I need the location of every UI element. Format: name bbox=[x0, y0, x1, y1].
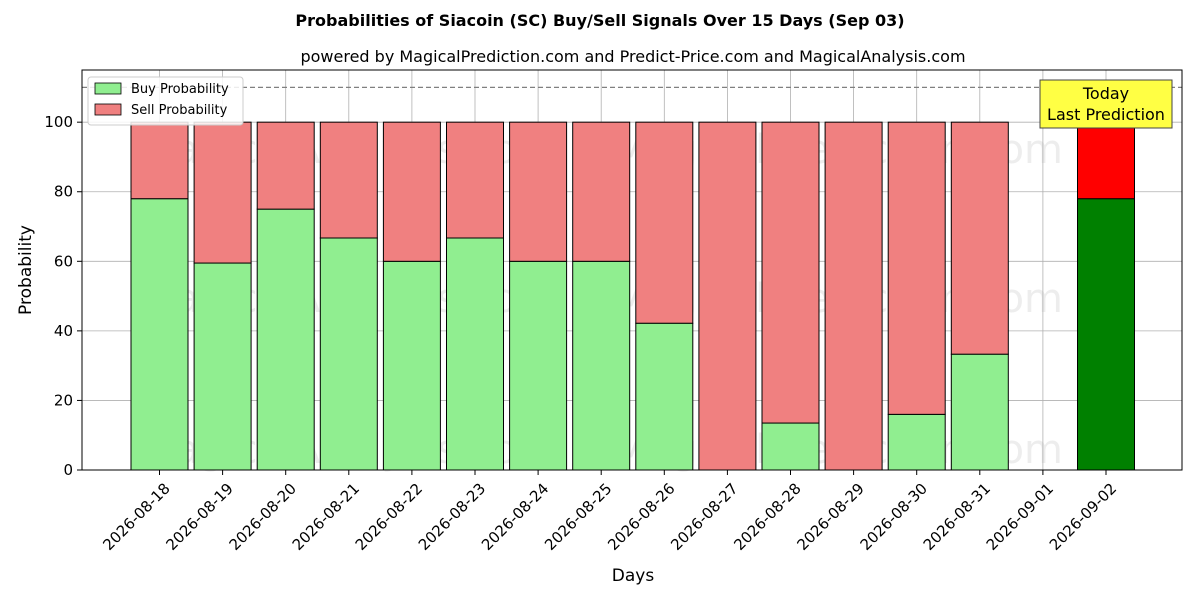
bar-sell-2026-08-29 bbox=[824, 121, 883, 471]
x-tick-label: 2026-08-18 bbox=[99, 480, 173, 554]
bar-buy-2026-08-24 bbox=[509, 260, 568, 471]
bar-sell-2026-08-24 bbox=[509, 121, 568, 262]
y-axis-label: Probability bbox=[16, 225, 36, 315]
y-tick-label: 100 bbox=[44, 113, 73, 131]
bar-buy-2026-09-02 bbox=[1077, 198, 1135, 471]
bar-buy-2026-08-19 bbox=[193, 262, 252, 471]
x-tick-label: 2026-09-02 bbox=[1046, 480, 1120, 554]
bar-buy-2026-08-31 bbox=[950, 353, 1009, 471]
callout-line2: Last Prediction bbox=[1047, 105, 1165, 124]
bar-buy-2026-08-25 bbox=[572, 260, 631, 471]
bar-sell-2026-08-25 bbox=[572, 121, 631, 262]
bar-sell-2026-08-28 bbox=[761, 121, 820, 424]
bar-sell-2026-08-31 bbox=[950, 121, 1009, 355]
chart-subtitle: powered by MagicalPrediction.com and Pre… bbox=[300, 47, 965, 66]
today-callout: Today Last Prediction bbox=[1039, 79, 1173, 129]
bar-buy-2026-08-26 bbox=[635, 322, 694, 471]
bar-buy-2026-08-20 bbox=[256, 208, 315, 471]
legend: Buy Probability Sell Probability bbox=[87, 76, 244, 126]
x-axis-label: Days bbox=[612, 566, 655, 586]
x-tick-label: 2026-08-29 bbox=[793, 480, 867, 554]
y-tick-label: 60 bbox=[54, 252, 73, 270]
x-tick-label: 2026-08-30 bbox=[857, 480, 931, 554]
bar-sell-2026-08-23 bbox=[446, 121, 504, 239]
chart-title: Probabilities of Siacoin (SC) Buy/Sell S… bbox=[295, 11, 904, 30]
y-tick-label: 0 bbox=[63, 461, 73, 479]
bar-sell-2026-08-27 bbox=[698, 121, 757, 471]
x-tick-label: 2026-08-21 bbox=[289, 480, 363, 554]
x-axis: 2026-08-182026-08-192026-08-202026-08-21… bbox=[99, 470, 1120, 554]
x-tick-label: 2026-09-01 bbox=[983, 480, 1057, 554]
bar-sell-2026-08-21 bbox=[319, 121, 378, 239]
bar-sell-2026-08-26 bbox=[635, 121, 694, 324]
y-tick-label: 80 bbox=[54, 183, 73, 201]
bar-buy-2026-08-21 bbox=[319, 237, 378, 471]
bar-sell-2026-08-18 bbox=[130, 121, 189, 200]
x-tick-label: 2026-08-20 bbox=[226, 480, 300, 554]
x-tick-label: 2026-08-19 bbox=[162, 480, 236, 554]
callout-line1: Today bbox=[1082, 84, 1129, 103]
x-tick-label: 2026-08-28 bbox=[730, 480, 804, 554]
bar-buy-2026-08-28 bbox=[761, 422, 820, 471]
x-tick-label: 2026-08-31 bbox=[920, 480, 994, 554]
bar-sell-2026-08-20 bbox=[256, 121, 315, 210]
legend-label-sell: Sell Probability bbox=[131, 103, 228, 118]
y-axis: 0 20 40 60 80 100 bbox=[44, 113, 82, 479]
bar-sell-2026-09-02 bbox=[1077, 121, 1135, 200]
bar-sell-2026-08-30 bbox=[887, 121, 946, 415]
legend-swatch-buy bbox=[94, 82, 122, 95]
callout-box bbox=[1039, 79, 1173, 129]
plot-frame bbox=[81, 69, 1183, 471]
legend-box bbox=[87, 76, 244, 126]
legend-swatch-sell bbox=[94, 103, 122, 116]
x-tick-label: 2026-08-25 bbox=[541, 480, 615, 554]
y-tick-label: 20 bbox=[54, 391, 73, 409]
bar-buy-2026-08-30 bbox=[887, 413, 946, 471]
legend-label-buy: Buy Probability bbox=[131, 82, 229, 97]
bar-buy-2026-08-18 bbox=[130, 198, 189, 471]
y-tick-label: 40 bbox=[54, 322, 73, 340]
bar-buy-2026-08-22 bbox=[382, 260, 441, 471]
x-tick-label: 2026-08-23 bbox=[415, 480, 489, 554]
bar-buy-2026-08-23 bbox=[446, 237, 504, 471]
bar-layer bbox=[130, 121, 1135, 471]
bar-sell-2026-08-19 bbox=[193, 121, 252, 264]
bar-sell-2026-08-22 bbox=[382, 121, 441, 262]
x-tick-label: 2026-08-24 bbox=[478, 480, 552, 554]
x-tick-label: 2026-08-22 bbox=[352, 480, 426, 554]
x-tick-label: 2026-08-26 bbox=[604, 480, 678, 554]
x-tick-label: 2026-08-27 bbox=[667, 480, 741, 554]
